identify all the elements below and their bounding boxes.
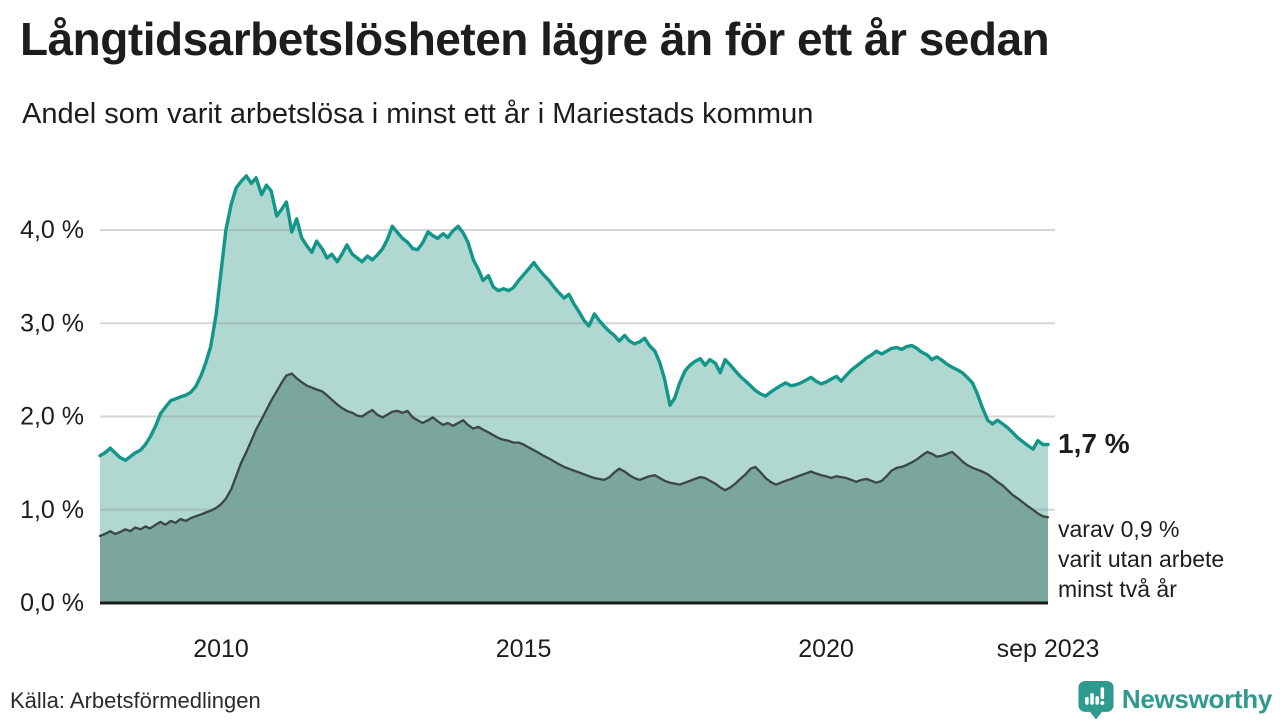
newsworthy-brand-text: Newsworthy	[1121, 684, 1272, 714]
latest-total-value-label: 1,7 %	[1058, 428, 1130, 460]
two-year-annotation-line-1: varav 0,9 %	[1058, 516, 1180, 543]
newsworthy-logo[interactable]: Newsworthy	[1077, 679, 1272, 720]
svg-text:2,0 %: 2,0 %	[20, 403, 84, 431]
latest-two-year-annotation: varav 0,9 % varit utan arbete minst två …	[1058, 514, 1224, 604]
two-year-annotation-line-3: minst två år	[1058, 576, 1177, 603]
svg-text:2020: 2020	[798, 635, 854, 663]
svg-text:2015: 2015	[496, 635, 552, 663]
svg-text:3,0 %: 3,0 %	[20, 309, 84, 337]
svg-text:1,0 %: 1,0 %	[20, 496, 84, 524]
svg-text:sep 2023: sep 2023	[997, 635, 1100, 663]
page-title: Långtidsarbetslösheten lägre än för ett …	[20, 13, 1050, 65]
svg-text:0,0 %: 0,0 %	[20, 589, 84, 617]
two-year-annotation-line-2: varit utan arbete	[1058, 546, 1225, 573]
page-subtitle: Andel som varit arbetslösa i minst ett å…	[22, 98, 814, 130]
svg-text:2010: 2010	[193, 635, 249, 663]
bar-chart-pin-icon	[1077, 679, 1115, 720]
source-attribution: Källa: Arbetsförmedlingen	[10, 688, 261, 713]
svg-text:4,0 %: 4,0 %	[20, 216, 84, 244]
